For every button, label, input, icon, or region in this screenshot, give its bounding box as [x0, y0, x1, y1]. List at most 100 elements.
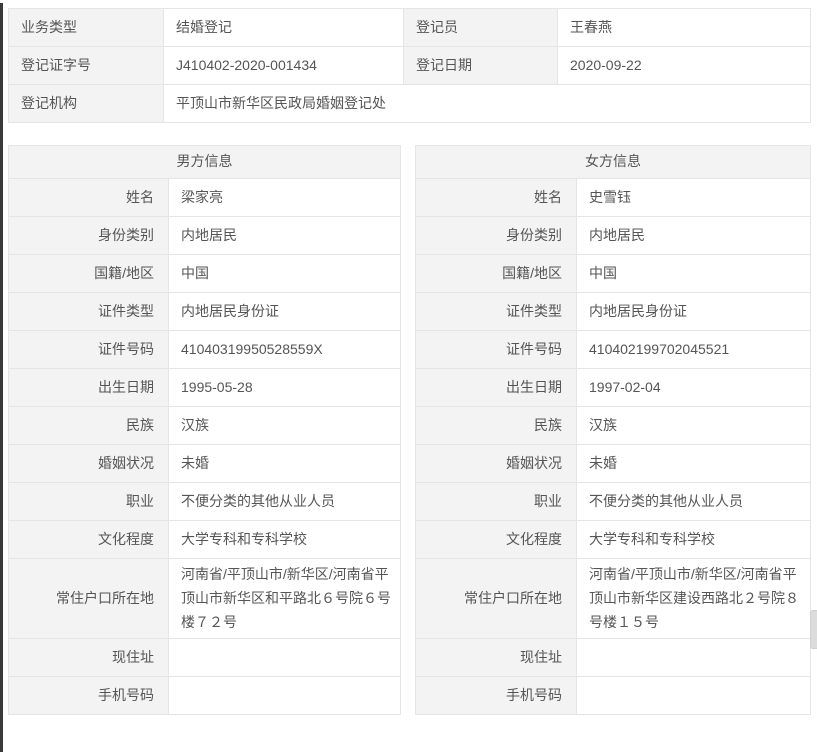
field-label: 手机号码 — [415, 676, 577, 716]
field-label: 民族 — [415, 406, 577, 445]
field-label: 现住址 — [415, 638, 577, 678]
field-value: 410402199702045521 — [576, 330, 811, 369]
field-value: 汉族 — [168, 406, 401, 445]
field-label: 姓名 — [8, 178, 169, 217]
reg-date-value: 2020-09-22 — [557, 46, 811, 85]
table-row: 职业 不便分类的其他从业人员 — [415, 482, 811, 521]
table-row: 常住户口所在地 河南省/平顶山市/新华区/河南省平顶山市新华区和平路北６号院６号… — [8, 557, 401, 640]
field-label: 婚姻状况 — [415, 444, 577, 483]
table-row: 业务类型 结婚登记 登记员 王春燕 — [8, 8, 811, 47]
registrar-value: 王春燕 — [557, 8, 811, 47]
table-row: 姓名 梁家亮 — [8, 178, 401, 217]
table-row: 姓名 史雪钰 — [415, 178, 811, 217]
field-value: 内地居民身份证 — [576, 292, 811, 331]
table-row: 证件号码 410402199702045521 — [415, 330, 811, 369]
field-label: 身份类别 — [415, 216, 577, 255]
field-label: 姓名 — [415, 178, 577, 217]
table-row: 出生日期 1995-05-28 — [8, 368, 401, 407]
table-row: 婚姻状况 未婚 — [415, 444, 811, 483]
table-header-row: 男方信息 — [8, 145, 401, 179]
screenshot-left-edge — [0, 3, 3, 752]
field-label: 民族 — [8, 406, 169, 445]
field-label: 文化程度 — [8, 520, 169, 559]
table-row: 婚姻状况 未婚 — [8, 444, 401, 483]
field-value: 大学专科和专科学校 — [168, 520, 401, 559]
table-row: 文化程度 大学专科和专科学校 — [415, 520, 811, 559]
agency-label: 登记机构 — [8, 84, 164, 123]
cert-no-value: J410402-2020-001434 — [163, 46, 404, 85]
female-table-title: 女方信息 — [415, 145, 811, 179]
field-value: 内地居民身份证 — [168, 292, 401, 331]
business-type-value: 结婚登记 — [163, 8, 404, 47]
agency-value: 平顶山市新华区民政局婚姻登记处 — [163, 84, 811, 123]
table-row: 常住户口所在地 河南省/平顶山市/新华区/河南省平顶山市新华区建设西路北２号院８… — [415, 557, 811, 640]
table-row: 身份类别 内地居民 — [415, 216, 811, 255]
field-label: 文化程度 — [415, 520, 577, 559]
field-value — [576, 638, 811, 678]
field-value: 1995-05-28 — [168, 368, 401, 407]
table-row: 民族 汉族 — [8, 406, 401, 445]
field-label: 国籍/地区 — [8, 254, 169, 293]
field-value — [168, 676, 401, 716]
registrar-label: 登记员 — [403, 8, 558, 47]
field-label: 出生日期 — [8, 368, 169, 407]
field-label: 国籍/地区 — [415, 254, 577, 293]
field-value: 不便分类的其他从业人员 — [168, 482, 401, 521]
table-row: 文化程度 大学专科和专科学校 — [8, 520, 401, 559]
scrollbar-thumb[interactable] — [810, 610, 817, 649]
field-label: 身份类别 — [8, 216, 169, 255]
female-info-table: 女方信息 姓名 史雪钰 身份类别 内地居民 国籍/地区 中国 证件类型 内地居民… — [415, 145, 811, 716]
reg-date-label: 登记日期 — [403, 46, 558, 85]
table-row: 证件类型 内地居民身份证 — [8, 292, 401, 331]
table-header-row: 女方信息 — [415, 145, 811, 179]
registration-info-table: 业务类型 结婚登记 登记员 王春燕 登记证字号 J410402-2020-001… — [8, 8, 811, 123]
table-row: 国籍/地区 中国 — [415, 254, 811, 293]
business-type-label: 业务类型 — [8, 8, 164, 47]
field-value: 河南省/平顶山市/新华区/河南省平顶山市新华区和平路北６号院６号楼７２号 — [168, 557, 401, 640]
field-value: 中国 — [168, 254, 401, 293]
field-value: 未婚 — [576, 444, 811, 483]
field-value: 内地居民 — [576, 216, 811, 255]
field-value: 未婚 — [168, 444, 401, 483]
table-row: 手机号码 — [8, 676, 401, 716]
table-row: 手机号码 — [415, 676, 811, 716]
field-value — [576, 676, 811, 716]
field-value: 内地居民 — [168, 216, 401, 255]
field-label: 证件类型 — [8, 292, 169, 331]
table-row: 职业 不便分类的其他从业人员 — [8, 482, 401, 521]
cert-no-label: 登记证字号 — [8, 46, 164, 85]
field-label: 常住户口所在地 — [415, 557, 577, 640]
field-label: 手机号码 — [8, 676, 169, 716]
field-label: 职业 — [8, 482, 169, 521]
field-label: 证件类型 — [415, 292, 577, 331]
table-row: 现住址 — [8, 638, 401, 678]
table-row: 证件号码 41040319950528559X — [8, 330, 401, 369]
table-row: 民族 汉族 — [415, 406, 811, 445]
table-row: 证件类型 内地居民身份证 — [415, 292, 811, 331]
field-value: 河南省/平顶山市/新华区/河南省平顶山市新华区建设西路北２号院８号楼１５号 — [576, 557, 811, 640]
field-label: 现住址 — [8, 638, 169, 678]
field-label: 出生日期 — [415, 368, 577, 407]
table-row: 登记证字号 J410402-2020-001434 登记日期 2020-09-2… — [8, 46, 811, 85]
field-value: 大学专科和专科学校 — [576, 520, 811, 559]
field-label: 婚姻状况 — [8, 444, 169, 483]
field-value: 中国 — [576, 254, 811, 293]
male-info-table: 男方信息 姓名 梁家亮 身份类别 内地居民 国籍/地区 中国 证件类型 内地居民… — [8, 145, 401, 716]
table-row: 现住址 — [415, 638, 811, 678]
field-label: 职业 — [415, 482, 577, 521]
male-table-title: 男方信息 — [8, 145, 401, 179]
field-value: 1997-02-04 — [576, 368, 811, 407]
table-row: 国籍/地区 中国 — [8, 254, 401, 293]
field-value: 41040319950528559X — [168, 330, 401, 369]
field-value: 梁家亮 — [168, 178, 401, 217]
field-value: 不便分类的其他从业人员 — [576, 482, 811, 521]
field-label: 常住户口所在地 — [8, 557, 169, 640]
field-value: 汉族 — [576, 406, 811, 445]
table-row: 出生日期 1997-02-04 — [415, 368, 811, 407]
field-value — [168, 638, 401, 678]
table-row: 身份类别 内地居民 — [8, 216, 401, 255]
field-label: 证件号码 — [415, 330, 577, 369]
field-value: 史雪钰 — [576, 178, 811, 217]
field-label: 证件号码 — [8, 330, 169, 369]
table-row: 登记机构 平顶山市新华区民政局婚姻登记处 — [8, 84, 811, 123]
